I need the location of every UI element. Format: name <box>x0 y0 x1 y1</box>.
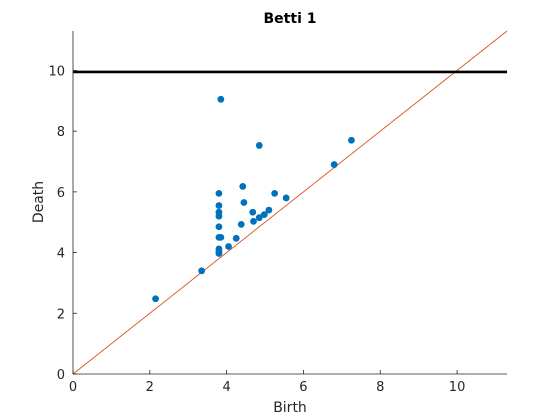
data-point <box>239 183 247 190</box>
x-tick-label: 6 <box>299 380 307 395</box>
data-point <box>265 206 273 214</box>
x-tick-label: 2 <box>146 380 154 395</box>
data-point <box>225 243 232 250</box>
y-tick-label: 6 <box>57 186 65 201</box>
data-point <box>271 189 279 197</box>
diagonal-line <box>72 30 508 375</box>
data-point <box>215 223 223 231</box>
y-tick-label: 0 <box>57 368 65 383</box>
data-point <box>282 194 290 202</box>
x-axis-label: Birth <box>273 400 307 416</box>
data-point <box>217 234 225 241</box>
x-tick-label: 10 <box>449 380 466 395</box>
data-point <box>249 208 257 216</box>
data-point <box>255 142 263 149</box>
data-point <box>198 267 206 275</box>
y-tick-label: 10 <box>48 64 65 79</box>
points-layer <box>152 95 355 303</box>
y-tick-label: 2 <box>57 307 65 322</box>
plot-area <box>72 30 508 375</box>
data-point <box>250 217 257 225</box>
y-tick-label: 8 <box>57 125 65 140</box>
data-point <box>348 136 355 144</box>
x-tick-label: 0 <box>69 380 77 395</box>
data-point <box>215 208 223 216</box>
data-point <box>330 161 338 168</box>
x-tick-label: 8 <box>376 380 384 395</box>
axes-layer: 0 2 4 6 8 10 0 2 4 6 8 10 <box>48 31 507 395</box>
data-point <box>232 234 240 242</box>
data-point <box>260 211 268 219</box>
chart-title: Betti 1 <box>264 11 317 27</box>
y-axis-label: Death <box>31 181 47 223</box>
data-point <box>152 295 159 303</box>
data-point <box>215 202 223 209</box>
y-tick-label: 4 <box>57 247 65 262</box>
x-tick-label: 4 <box>222 380 230 395</box>
data-point <box>240 199 248 206</box>
data-point <box>215 189 223 197</box>
data-point <box>237 220 245 228</box>
data-point <box>215 245 223 253</box>
data-point <box>217 95 225 103</box>
data-point <box>255 214 263 222</box>
